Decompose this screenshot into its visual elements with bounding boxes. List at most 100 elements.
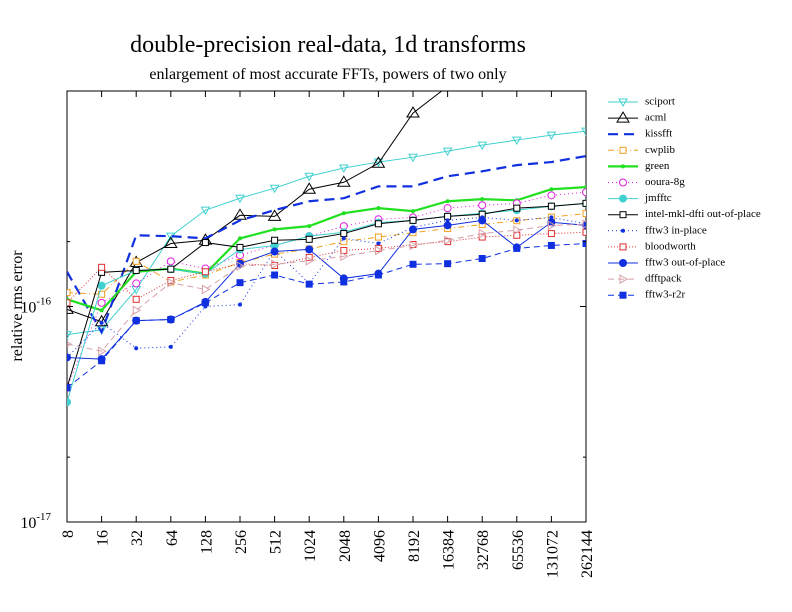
marker xyxy=(238,236,242,241)
marker xyxy=(581,127,586,137)
series-line xyxy=(67,243,586,389)
legend-marker xyxy=(619,243,627,251)
marker xyxy=(167,277,176,288)
legend-marker xyxy=(619,211,627,219)
marker xyxy=(270,247,279,256)
marker xyxy=(376,206,381,211)
y-tick-base: 10 xyxy=(20,515,36,532)
series-line xyxy=(67,231,586,304)
legend-label: kissfft xyxy=(645,128,672,140)
x-tick-label: 65536 xyxy=(510,530,527,570)
marker xyxy=(340,278,348,286)
chart-title: double-precision real-data, 1d transform… xyxy=(130,32,526,58)
marker xyxy=(67,299,71,307)
marker xyxy=(236,261,246,271)
x-tick-label: 16384 xyxy=(441,530,458,570)
marker xyxy=(302,182,317,194)
marker xyxy=(67,331,72,340)
marker xyxy=(271,236,279,244)
legend-marker xyxy=(618,98,628,108)
marker xyxy=(547,230,555,238)
marker xyxy=(97,281,106,290)
series-line xyxy=(67,213,586,295)
plot-frame xyxy=(66,90,587,523)
marker xyxy=(99,308,104,313)
series-line xyxy=(67,202,586,403)
marker xyxy=(547,220,557,231)
marker xyxy=(134,346,139,351)
marker xyxy=(305,235,313,243)
marker xyxy=(513,225,522,236)
marker xyxy=(338,164,349,174)
marker xyxy=(374,233,382,241)
marker xyxy=(238,302,242,307)
marker xyxy=(445,199,450,204)
marker xyxy=(341,236,346,241)
marker xyxy=(411,209,415,214)
marker xyxy=(305,255,315,266)
marker xyxy=(374,271,382,279)
x-tick-label: 131072 xyxy=(544,530,561,578)
marker xyxy=(67,341,73,347)
x-tick-label: 16 xyxy=(95,530,112,546)
marker xyxy=(132,257,140,265)
y-tick-exponent: -16 xyxy=(36,296,51,308)
series-layer xyxy=(67,91,586,407)
marker xyxy=(167,265,175,273)
marker xyxy=(271,271,279,279)
legend-label: fftw3-r2r xyxy=(645,289,685,301)
marker xyxy=(67,398,71,407)
marker xyxy=(166,257,175,266)
marker xyxy=(99,320,104,325)
marker xyxy=(167,316,175,324)
marker xyxy=(549,187,554,192)
marker xyxy=(513,244,521,252)
marker xyxy=(371,156,386,168)
marker xyxy=(305,280,313,288)
series-line xyxy=(67,202,586,388)
marker xyxy=(336,175,351,187)
marker xyxy=(132,317,140,325)
y-tick-label: 10-16 xyxy=(20,296,51,317)
series-line xyxy=(67,186,586,312)
marker xyxy=(547,202,555,210)
legend-marker xyxy=(621,228,625,233)
marker xyxy=(582,240,586,248)
marker xyxy=(582,199,586,207)
legend-label: intel-mkl-dfti out-of-place xyxy=(645,208,761,220)
legend-label: bloodworth xyxy=(645,240,696,252)
marker xyxy=(236,243,244,251)
marker xyxy=(98,263,106,271)
marker xyxy=(67,384,71,392)
legend-marker xyxy=(619,291,627,299)
x-tick-label: 32 xyxy=(129,530,146,546)
legend-label: cwplib xyxy=(645,144,675,156)
marker xyxy=(443,204,452,213)
marker xyxy=(374,245,384,256)
marker xyxy=(514,218,519,223)
marker xyxy=(163,236,178,249)
legend-marker xyxy=(619,274,629,284)
marker xyxy=(341,211,346,216)
series-line xyxy=(67,216,586,358)
legend-label: dfftpack xyxy=(645,273,682,285)
legend-label: green xyxy=(645,160,670,172)
legend-label: ooura-8g xyxy=(645,176,685,188)
x-tick-label: 1024 xyxy=(302,530,319,562)
marker xyxy=(443,221,452,230)
y-tick-exponent: -17 xyxy=(36,511,51,523)
marker xyxy=(67,302,74,314)
marker xyxy=(478,201,487,210)
legend-label: sciport xyxy=(645,96,675,108)
marker xyxy=(201,299,209,307)
series-line xyxy=(67,219,586,360)
legend-marker xyxy=(619,178,627,187)
marker xyxy=(340,251,349,262)
x-tick-label: 512 xyxy=(268,530,285,554)
x-tick-label: 64 xyxy=(164,530,181,546)
marker xyxy=(477,141,488,151)
legend-marker xyxy=(621,164,625,169)
marker xyxy=(98,357,106,365)
legend-label: fftw3 out-of-place xyxy=(645,257,725,269)
